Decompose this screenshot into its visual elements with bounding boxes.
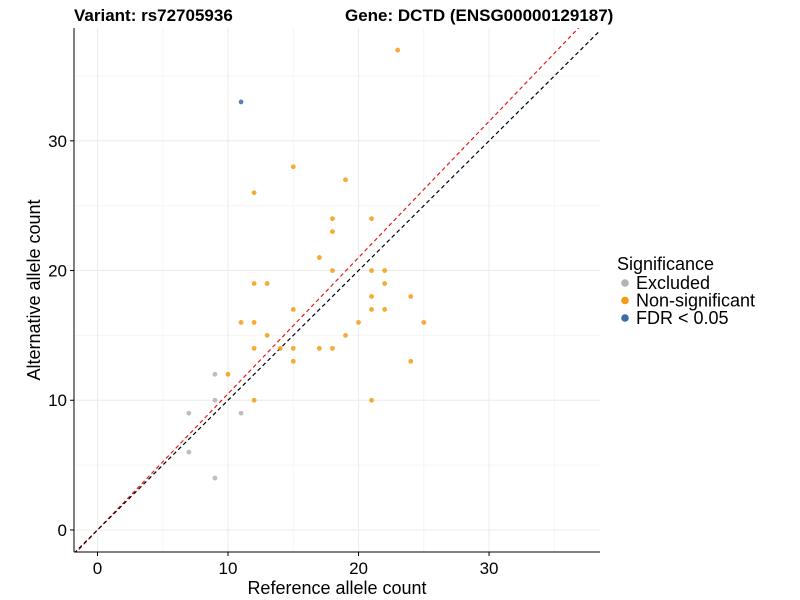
y-tick-label: 0 — [58, 521, 67, 540]
point-non-significant — [369, 294, 374, 299]
point-non-significant — [408, 294, 414, 299]
x-tick-label: 20 — [349, 559, 368, 578]
point-non-significant — [316, 255, 322, 260]
point-non-significant — [264, 281, 270, 286]
point-fdr-0-05 — [238, 99, 244, 105]
point-non-significant — [316, 345, 322, 351]
point-non-significant — [251, 320, 257, 325]
data-points — [186, 47, 427, 481]
point-non-significant — [382, 281, 388, 286]
point-excluded — [238, 410, 244, 416]
point-non-significant — [382, 268, 388, 273]
legend-label-excluded: Excluded — [636, 273, 710, 293]
point-non-significant — [343, 332, 348, 338]
y-tick-label: 20 — [48, 262, 67, 281]
point-non-significant — [369, 216, 374, 222]
plot-grid — [74, 28, 600, 552]
y-axis-ticks: 0 10 20 30 — [48, 132, 74, 540]
point-excluded — [186, 410, 192, 416]
point-non-significant — [290, 358, 296, 364]
point-non-significant — [421, 320, 427, 325]
point-non-significant — [290, 345, 296, 351]
point-non-significant — [369, 397, 374, 403]
point-non-significant — [408, 358, 414, 364]
legend-key-non-significant — [621, 296, 629, 305]
point-non-significant — [251, 397, 257, 403]
y-tick-label: 30 — [48, 132, 67, 151]
chart-title-gene: Gene: DCTD (ENSG00000129187) — [345, 6, 613, 25]
point-non-significant — [356, 320, 361, 325]
point-non-significant — [290, 164, 296, 170]
point-non-significant — [369, 307, 374, 312]
y-tick-label: 10 — [48, 391, 67, 410]
point-non-significant — [251, 345, 257, 351]
point-non-significant — [395, 47, 401, 53]
point-non-significant — [290, 307, 296, 312]
reference-line-fitted — [75, 28, 580, 552]
point-non-significant — [251, 190, 257, 196]
point-excluded — [186, 449, 192, 455]
x-tick-label: 0 — [93, 559, 102, 578]
point-non-significant — [330, 345, 335, 351]
legend-label-fdr-0-05: FDR < 0.05 — [636, 308, 729, 328]
point-non-significant — [330, 229, 335, 235]
point-excluded — [212, 475, 218, 481]
point-non-significant — [343, 177, 348, 183]
legend-key-excluded — [621, 279, 629, 287]
chart-title-variant: Variant: rs72705936 — [74, 6, 233, 25]
point-non-significant — [225, 371, 231, 377]
point-excluded — [212, 371, 218, 377]
point-non-significant — [382, 307, 388, 312]
reference-lines — [74, 28, 600, 552]
point-non-significant — [330, 268, 335, 273]
legend-title: Significance — [617, 254, 714, 274]
point-non-significant — [277, 345, 283, 351]
point-non-significant — [251, 281, 257, 286]
legend-label-non-significant: Non-significant — [636, 291, 755, 311]
point-non-significant — [264, 332, 270, 338]
point-non-significant — [330, 216, 335, 222]
x-axis-ticks: 0 10 20 30 — [93, 552, 499, 578]
x-tick-label: 30 — [480, 559, 499, 578]
point-non-significant — [238, 320, 244, 325]
point-excluded — [212, 397, 218, 403]
y-axis-title: Alternative allele count — [24, 199, 44, 380]
legend-key-fdr-0-05 — [621, 314, 629, 322]
point-non-significant — [369, 268, 374, 273]
x-tick-label: 10 — [219, 559, 238, 578]
legend: Significance ExcludedNon-significantFDR … — [617, 254, 755, 328]
reference-line-identity — [74, 30, 600, 552]
x-axis-title: Reference allele count — [247, 578, 426, 598]
